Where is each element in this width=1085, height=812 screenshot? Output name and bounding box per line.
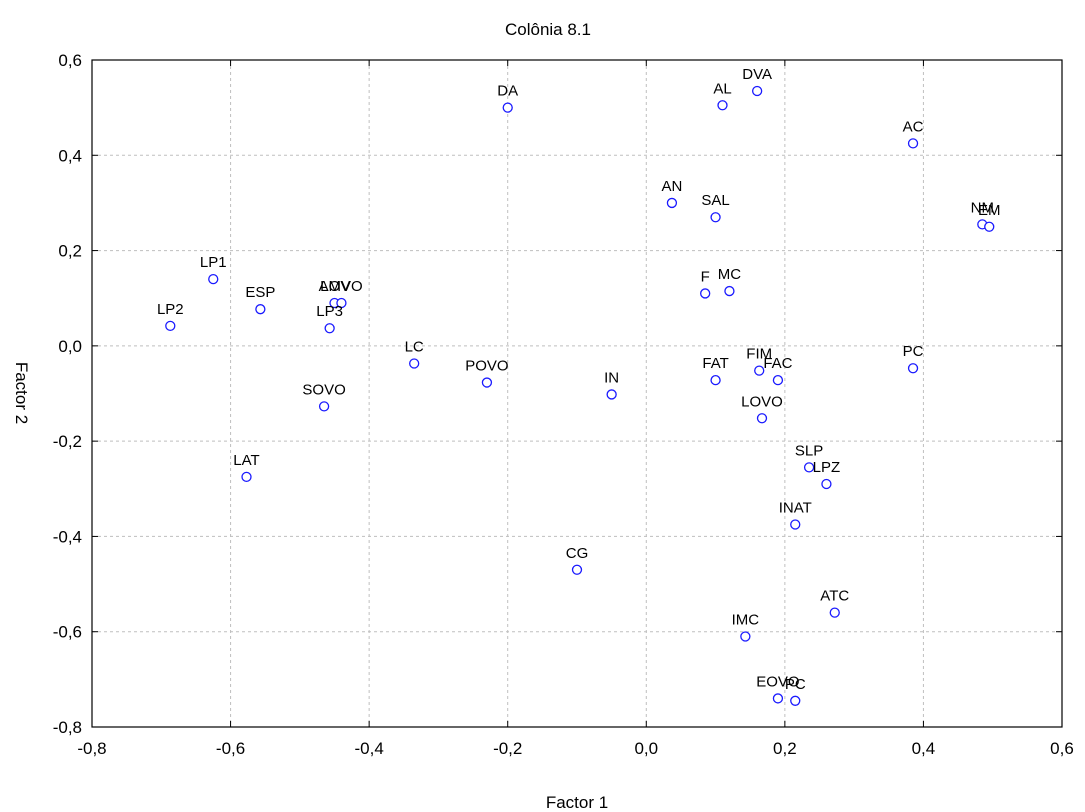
plot-frame: [91, 59, 1063, 728]
x-tick-label: -0,6: [216, 739, 245, 758]
y-tick-label: 0,0: [58, 337, 82, 356]
scatter-point: [751, 85, 763, 97]
point-label: LAT: [233, 452, 259, 469]
point-label: SLP: [795, 442, 823, 459]
y-tick-label: -0,4: [53, 527, 82, 546]
x-axis-label: Factor 1: [546, 793, 608, 812]
point-label: LP2: [157, 301, 184, 318]
point-label: LP3: [316, 303, 343, 320]
scatter-point: [772, 375, 784, 386]
x-tick-label: 0,0: [634, 739, 658, 758]
scatter-point: [790, 519, 801, 530]
point-label: DA: [497, 83, 518, 100]
scatter-point: [772, 693, 784, 704]
point-label: IMC: [732, 611, 760, 628]
scatter-point: [756, 413, 768, 424]
y-axis-label: Factor 2: [12, 362, 31, 424]
scatter-point: [336, 297, 347, 309]
scatter-point: [790, 695, 801, 706]
y-tick-label: -0,6: [53, 623, 82, 642]
point-label: LPZ: [813, 459, 841, 476]
point-label: PC: [903, 343, 924, 360]
x-tick-label: 0,4: [912, 739, 936, 758]
y-tick-label: 0,2: [58, 242, 82, 261]
scatter-point: [724, 285, 735, 297]
point-label: PC: [785, 676, 806, 693]
point-label: FAT: [702, 355, 728, 372]
x-tick-label: -0,2: [493, 739, 522, 758]
point-label: EM: [978, 202, 1001, 219]
gridlines: [92, 60, 1062, 727]
axis-ticks: -0,8 -0,6 -0,4 -0,2 0,0 0,2 0,4 0,6 0,6 0,4 0,2 0,0…: [53, 51, 1074, 758]
point-label: AN: [661, 178, 682, 195]
point-label: ESP: [245, 284, 275, 301]
point-label: AOV: [319, 278, 351, 295]
scatter-point: [606, 389, 617, 400]
scatter-point: [571, 564, 583, 575]
scatter-point: [666, 197, 678, 209]
point-label: POVO: [465, 358, 508, 375]
x-tick-label: 0,2: [773, 739, 797, 758]
scatter-point: [754, 365, 765, 376]
x-tick-label: -0,8: [77, 739, 106, 758]
scatter-point: [710, 212, 721, 223]
point-label: EOVO: [756, 673, 799, 690]
point-label: AL: [713, 80, 731, 97]
point-label: LOVO: [741, 393, 783, 410]
point-label: MC: [718, 266, 741, 283]
scatter-point: [710, 375, 721, 386]
point-label: DVA: [742, 66, 772, 83]
scatter-point: [481, 377, 493, 388]
scatter-point: [255, 304, 266, 315]
scatter-point: [318, 401, 330, 412]
scatter-point: [907, 138, 919, 149]
point-label: IN: [604, 369, 619, 386]
scatter-point: [241, 471, 252, 483]
y-tick-label: -0,2: [53, 432, 82, 451]
chart-title: Colônia 8.1: [505, 20, 591, 39]
y-tick-label: 0,4: [58, 146, 82, 165]
scatter-point: [502, 102, 513, 113]
point-label: ATC: [820, 588, 849, 605]
y-tick-label: -0,8: [53, 718, 82, 737]
point-label: INAT: [779, 500, 812, 517]
scatter-point: [717, 100, 728, 111]
point-label: LMVO: [320, 278, 363, 295]
point-label: F: [701, 268, 710, 285]
point-label: CG: [566, 545, 589, 562]
scatter-point: [803, 462, 815, 473]
point-label: SOVO: [302, 381, 345, 398]
scatter-point: [829, 607, 840, 618]
scatter-point: [907, 363, 919, 374]
scatter-point: [984, 221, 995, 232]
point-label: LP1: [200, 254, 227, 271]
point-label: NM: [971, 199, 994, 216]
scatter-point: [740, 631, 751, 642]
scatter-point: [821, 478, 832, 490]
y-tick-label: 0,6: [58, 51, 82, 70]
point-label: FAC: [763, 355, 792, 372]
point-label: LC: [405, 338, 424, 355]
x-tick-label: 0,6: [1050, 739, 1074, 758]
x-tick-label: -0,4: [354, 739, 383, 758]
scatter-point: [165, 320, 176, 331]
scatter-point: [208, 274, 219, 285]
point-label: SAL: [701, 192, 729, 209]
scatter-point: [700, 288, 711, 299]
point-label: AC: [903, 118, 924, 135]
scatter-point: [324, 323, 335, 334]
point-label: FIM: [746, 346, 772, 363]
scatter-point: [409, 358, 420, 369]
